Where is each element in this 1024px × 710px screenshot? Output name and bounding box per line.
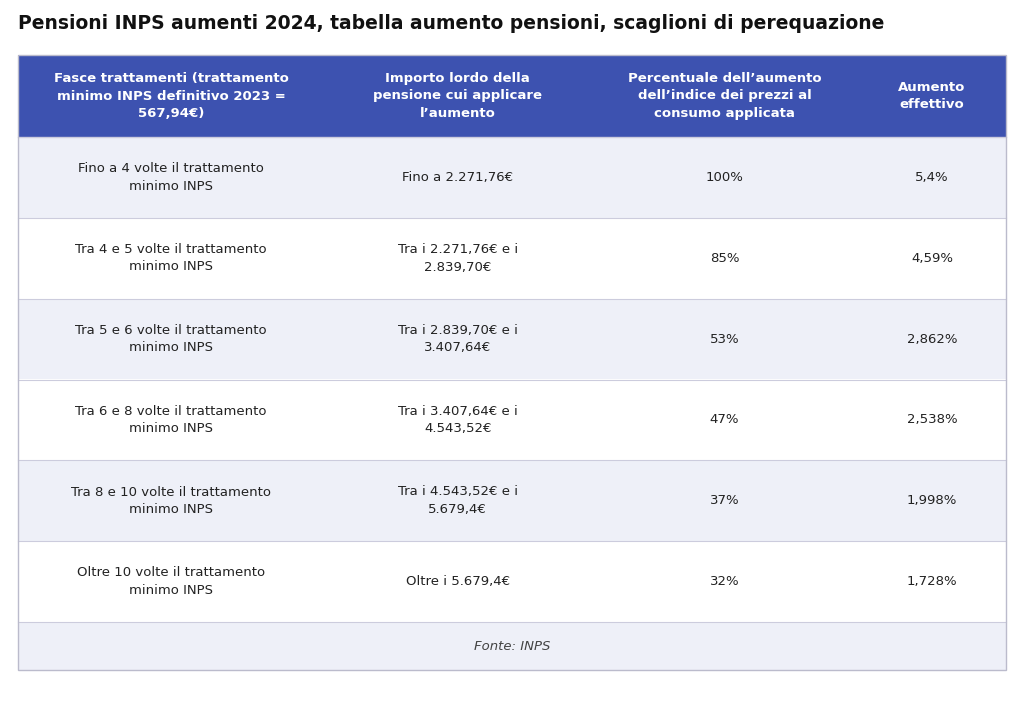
Text: 2,538%: 2,538% [906, 413, 957, 427]
Text: Tra i 3.407,64€ e i
4.543,52€: Tra i 3.407,64€ e i 4.543,52€ [397, 405, 517, 435]
Text: 1,998%: 1,998% [906, 494, 957, 507]
Bar [18, 460, 1006, 541]
Text: Tra 6 e 8 volte il trattamento
minimo INPS: Tra 6 e 8 volte il trattamento minimo IN… [76, 405, 267, 435]
Bar [18, 55, 1006, 137]
Text: Fonte: INPS: Fonte: INPS [474, 640, 550, 652]
Text: 4,59%: 4,59% [911, 252, 953, 265]
Bar [18, 55, 1006, 670]
Text: 32%: 32% [710, 575, 739, 588]
Text: Importo lordo della
pensione cui applicare
l’aumento: Importo lordo della pensione cui applica… [373, 72, 542, 120]
Text: Aumento
effettivo: Aumento effettivo [898, 81, 966, 111]
Bar [18, 299, 1006, 380]
Text: Tra 8 e 10 volte il trattamento
minimo INPS: Tra 8 e 10 volte il trattamento minimo I… [71, 486, 271, 516]
Text: Tra 4 e 5 volte il trattamento
minimo INPS: Tra 4 e 5 volte il trattamento minimo IN… [76, 243, 267, 273]
Text: Fasce trattamenti (trattamento
minimo INPS definitivo 2023 =
567,94€): Fasce trattamenti (trattamento minimo IN… [53, 72, 289, 120]
Bar [18, 622, 1006, 670]
Text: Tra i 2.839,70€ e i
3.407,64€: Tra i 2.839,70€ e i 3.407,64€ [397, 324, 517, 354]
Text: Fino a 2.271,76€: Fino a 2.271,76€ [402, 171, 513, 184]
Text: 100%: 100% [706, 171, 743, 184]
Text: Oltre 10 volte il trattamento
minimo INPS: Oltre 10 volte il trattamento minimo INP… [77, 567, 265, 597]
Text: 53%: 53% [710, 332, 739, 346]
Text: 85%: 85% [710, 252, 739, 265]
Text: Oltre i 5.679,4€: Oltre i 5.679,4€ [406, 575, 510, 588]
Text: Tra 5 e 6 volte il trattamento
minimo INPS: Tra 5 e 6 volte il trattamento minimo IN… [76, 324, 267, 354]
Bar [18, 218, 1006, 299]
Bar [18, 541, 1006, 622]
Text: Tra i 4.543,52€ e i
5.679,4€: Tra i 4.543,52€ e i 5.679,4€ [397, 486, 518, 516]
Text: 47%: 47% [710, 413, 739, 427]
Text: Percentuale dell’aumento
dell’indice dei prezzi al
consumo applicata: Percentuale dell’aumento dell’indice dei… [628, 72, 821, 120]
Text: 1,728%: 1,728% [906, 575, 957, 588]
Bar [18, 137, 1006, 218]
Text: 2,862%: 2,862% [906, 332, 957, 346]
Text: Pensioni INPS aumenti 2024, tabella aumento pensioni, scaglioni di perequazione: Pensioni INPS aumenti 2024, tabella aume… [18, 14, 885, 33]
Text: Fino a 4 volte il trattamento
minimo INPS: Fino a 4 volte il trattamento minimo INP… [78, 162, 264, 192]
Text: Tra i 2.271,76€ e i
2.839,70€: Tra i 2.271,76€ e i 2.839,70€ [397, 243, 518, 273]
Text: 5,4%: 5,4% [915, 171, 948, 184]
Bar [18, 380, 1006, 460]
Text: 37%: 37% [710, 494, 739, 507]
